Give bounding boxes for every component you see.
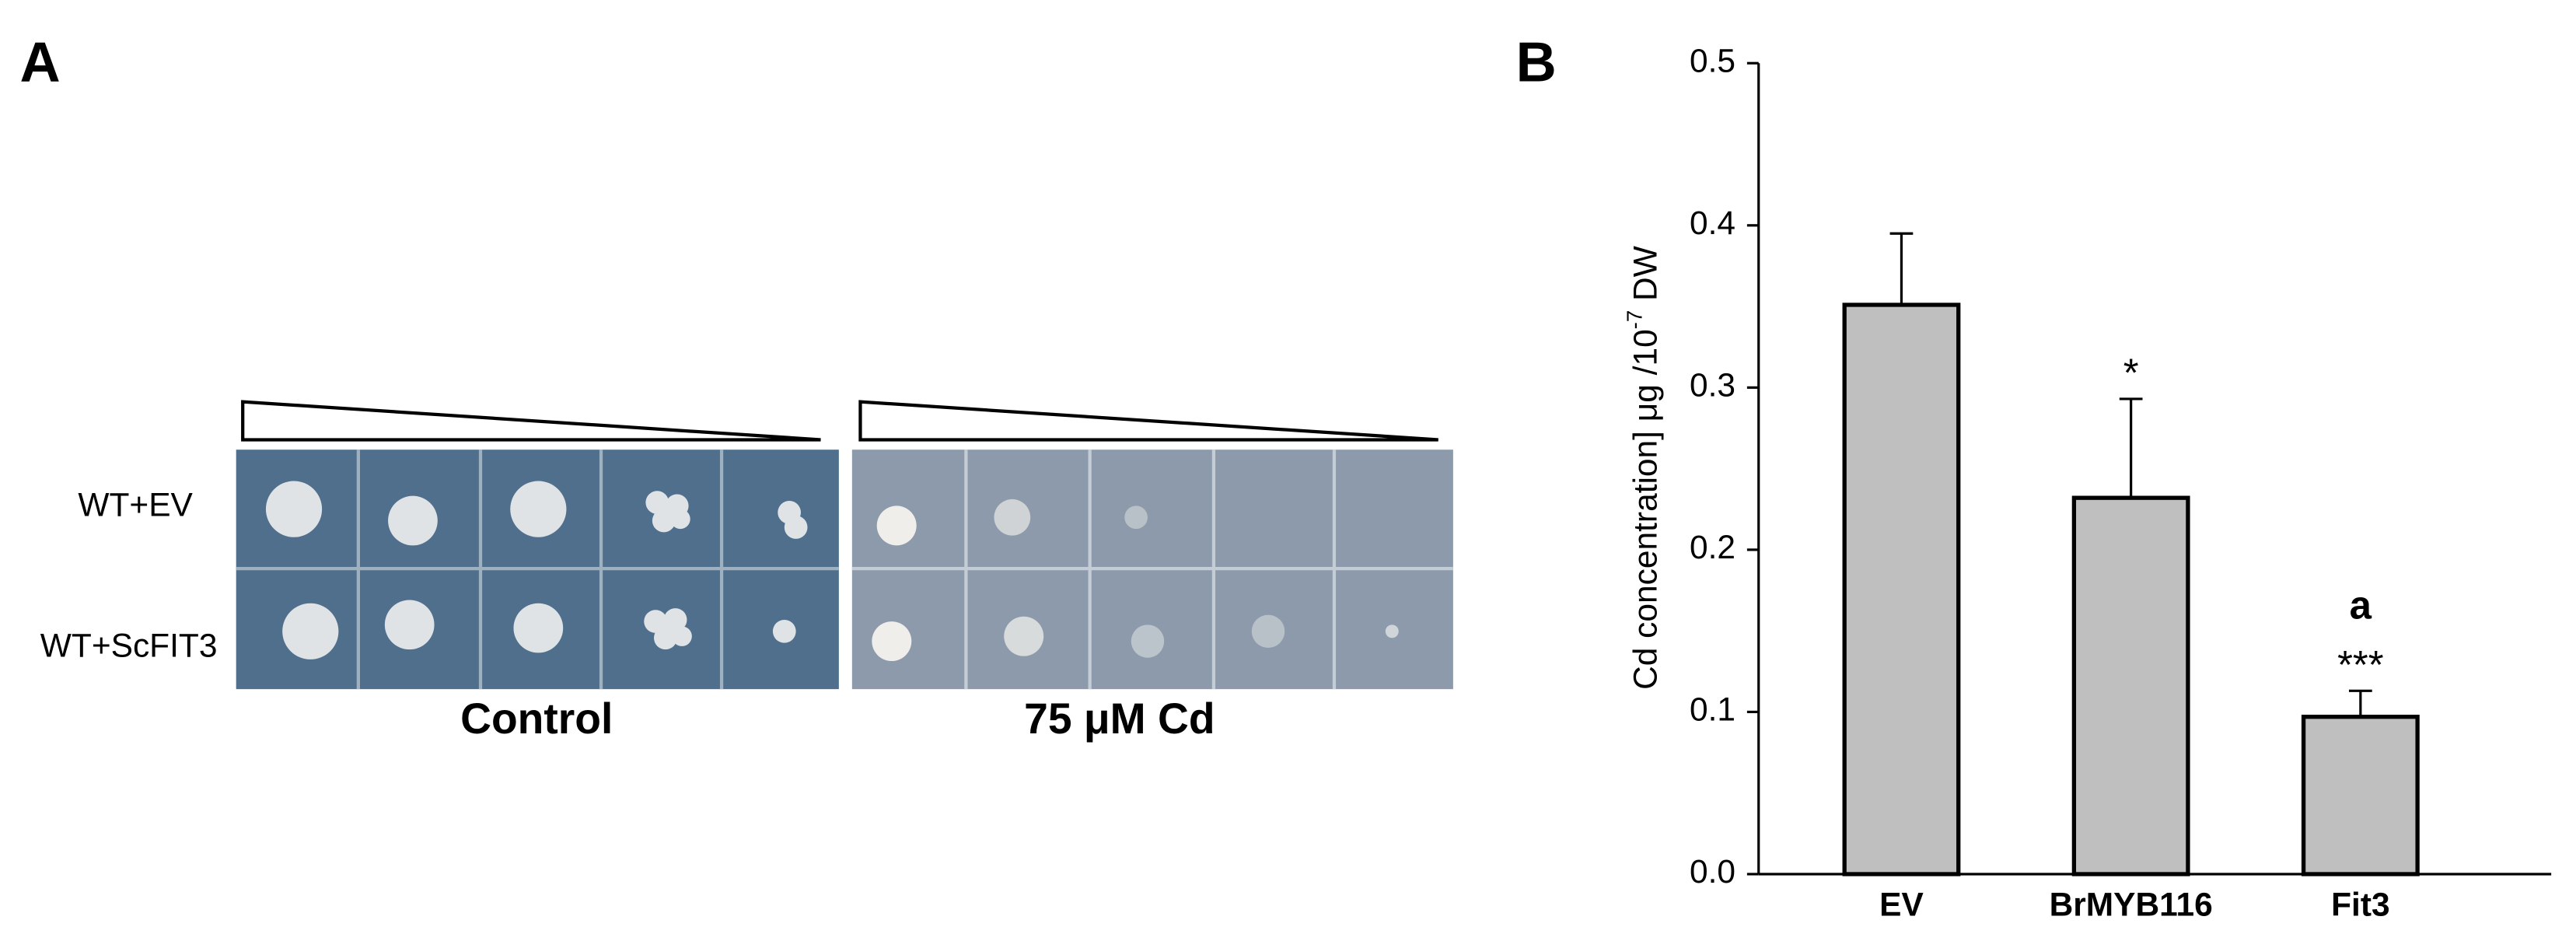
- bar: [2071, 495, 2190, 876]
- y-tick-label: 0.3: [1690, 367, 1735, 404]
- y-axis-label: Cd concentration] μg /10-7 DW: [1623, 246, 1664, 690]
- y-label-sup: -7: [1623, 310, 1647, 330]
- annotation: ***: [2337, 642, 2384, 687]
- annotation: *: [2123, 351, 2139, 395]
- y-tick-label: 0.1: [1690, 691, 1735, 728]
- annotation: a: [2350, 583, 2372, 628]
- x-tick-label: BrMYB116: [2050, 887, 2213, 923]
- plate-grid: [236, 450, 1453, 690]
- colonies: [265, 481, 1399, 662]
- panel-a: A WT+EV WT+ScFIT3 Control 75 μM Cd: [19, 32, 1453, 743]
- y-tick-label: 0.5: [1690, 42, 1735, 79]
- y-tick-label: 0.4: [1690, 205, 1735, 241]
- y-tick-label: 0.0: [1690, 853, 1735, 890]
- panel-label: A: [19, 32, 60, 94]
- dilution-wedge: [241, 400, 821, 442]
- panel-b: B Cd concentration] μg /10-7 DW 0.0 0.1 0.…: [1516, 32, 2552, 923]
- dilution-wedge: [858, 400, 1438, 442]
- bar: [1842, 303, 1961, 876]
- plate-label: 75 μM Cd: [1024, 694, 1215, 743]
- plate-label: Control: [460, 694, 613, 743]
- y-tick-label: 0.2: [1690, 529, 1735, 565]
- y-label-text: Cd concentration] μg /10: [1627, 329, 1664, 690]
- row-label: WT+EV: [78, 487, 193, 523]
- y-label-text: DW: [1627, 246, 1664, 310]
- x-tick-label: EV: [1879, 887, 1924, 923]
- x-tick-label: Fit3: [2331, 887, 2390, 923]
- row-label: WT+ScFIT3: [40, 627, 218, 663]
- bar: [2301, 715, 2420, 876]
- panel-label: B: [1516, 32, 1557, 94]
